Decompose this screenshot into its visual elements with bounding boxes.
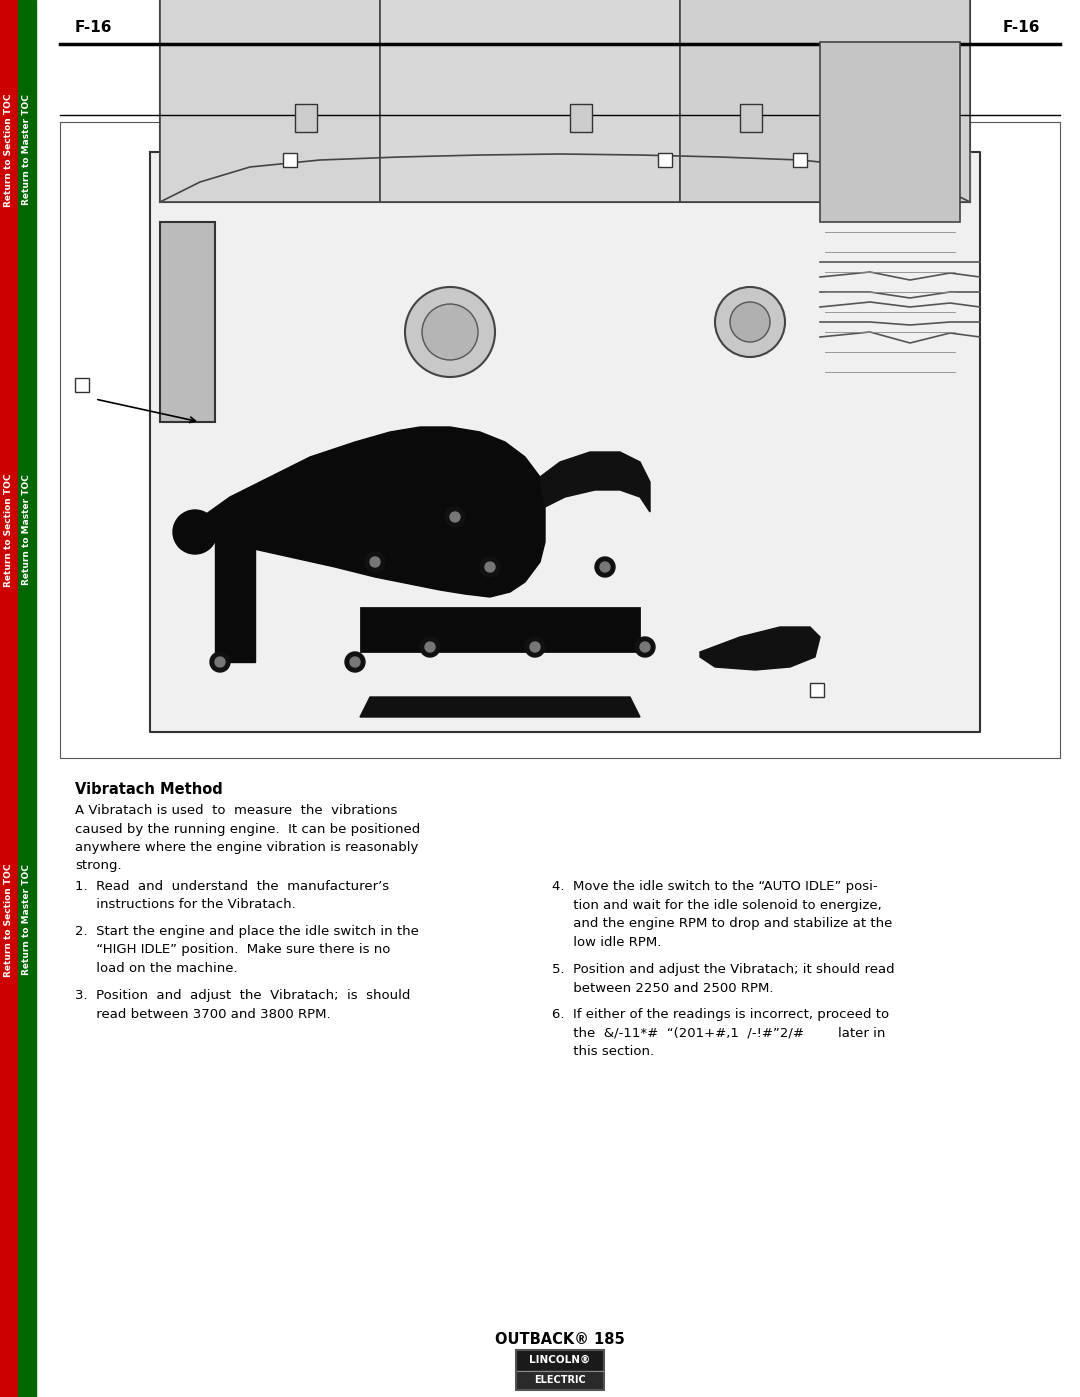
Text: 3.  Position  and  adjust  the  Vibratach;  is  should
     read between 3700 an: 3. Position and adjust the Vibratach; is… — [75, 989, 410, 1020]
Circle shape — [210, 652, 230, 672]
Bar — [360, 608, 640, 652]
Text: F-16: F-16 — [1002, 21, 1040, 35]
Circle shape — [420, 637, 440, 657]
Circle shape — [730, 302, 770, 342]
Text: Return to Section TOC: Return to Section TOC — [4, 474, 14, 587]
Polygon shape — [360, 697, 640, 717]
Circle shape — [600, 562, 610, 571]
Circle shape — [530, 643, 540, 652]
Bar — [570, 103, 592, 131]
Bar — [810, 683, 824, 697]
Bar — [18, 0, 36, 1397]
Circle shape — [426, 643, 435, 652]
Circle shape — [480, 557, 500, 577]
Circle shape — [445, 507, 465, 527]
Bar — [516, 1350, 604, 1390]
Bar — [160, 0, 970, 203]
Text: 4.  Move the idle switch to the “AUTO IDLE” posi-
     tion and wait for the idl: 4. Move the idle switch to the “AUTO IDL… — [552, 880, 892, 949]
Text: 2.  Start the engine and place the idle switch in the
     “HIGH IDLE” position.: 2. Start the engine and place the idle s… — [75, 925, 419, 975]
Bar — [283, 154, 297, 168]
Polygon shape — [195, 427, 545, 597]
FancyBboxPatch shape — [516, 1350, 604, 1370]
Circle shape — [365, 552, 384, 571]
Text: ELECTRIC: ELECTRIC — [535, 1375, 585, 1384]
FancyBboxPatch shape — [516, 1370, 604, 1390]
Text: 1.  Read  and  understand  the  manufacturer’s
     instructions for the Vibrata: 1. Read and understand the manufacturer’… — [75, 880, 389, 911]
Circle shape — [405, 286, 495, 377]
Circle shape — [640, 643, 650, 652]
Circle shape — [173, 510, 217, 555]
Text: F-16: F-16 — [75, 21, 112, 35]
Text: Return to Master TOC: Return to Master TOC — [23, 95, 31, 205]
Text: Return to Master TOC: Return to Master TOC — [23, 865, 31, 975]
Bar — [380, 0, 680, 203]
Text: FIGURE F.3 – VIBRATACH METHOD: FIGURE F.3 – VIBRATACH METHOD — [443, 99, 677, 112]
Circle shape — [485, 562, 495, 571]
Text: Return to Section TOC: Return to Section TOC — [4, 94, 14, 207]
Text: Return to Master TOC: Return to Master TOC — [23, 475, 31, 585]
Bar — [295, 103, 318, 131]
Bar — [680, 0, 970, 203]
Polygon shape — [700, 627, 820, 671]
Text: 6.  If either of the readings is incorrect, proceed to
     the  &/-11*#  “(201+: 6. If either of the readings is incorrec… — [552, 1009, 889, 1058]
Circle shape — [215, 657, 225, 666]
Circle shape — [422, 305, 478, 360]
Bar — [160, 222, 215, 422]
Polygon shape — [540, 453, 650, 511]
Bar — [75, 379, 89, 393]
Circle shape — [450, 511, 460, 522]
Polygon shape — [215, 542, 255, 662]
Bar — [740, 103, 762, 131]
Circle shape — [525, 637, 545, 657]
Circle shape — [345, 652, 365, 672]
Text: A Vibratach is used  to  measure  the  vibrations
caused by the running engine. : A Vibratach is used to measure the vibra… — [75, 805, 420, 873]
Circle shape — [370, 557, 380, 567]
Text: 5.  Position and adjust the Vibratach; it should read
     between 2250 and 2500: 5. Position and adjust the Vibratach; it… — [552, 963, 894, 995]
Text: TROUBLESHOOTING AND REPAIR: TROUBLESHOOTING AND REPAIR — [356, 18, 764, 38]
Circle shape — [715, 286, 785, 358]
Bar — [160, 0, 380, 203]
Text: Vibratach Method: Vibratach Method — [75, 782, 222, 798]
Bar — [0, 0, 18, 1397]
Bar — [60, 122, 1059, 759]
Polygon shape — [150, 152, 980, 732]
Bar — [793, 154, 807, 168]
Circle shape — [635, 637, 654, 657]
Text: ENGINE RPM ADJUSTMENT PROCEDURE (continued): ENGINE RPM ADJUSTMENT PROCEDURE (continu… — [288, 53, 832, 73]
Text: OUTBACK® 185: OUTBACK® 185 — [495, 1333, 625, 1348]
Bar — [820, 42, 960, 222]
Text: Return to Section TOC: Return to Section TOC — [4, 863, 14, 977]
Text: LINCOLN®: LINCOLN® — [529, 1355, 591, 1365]
Circle shape — [595, 557, 615, 577]
Bar — [658, 154, 672, 168]
Circle shape — [350, 657, 360, 666]
